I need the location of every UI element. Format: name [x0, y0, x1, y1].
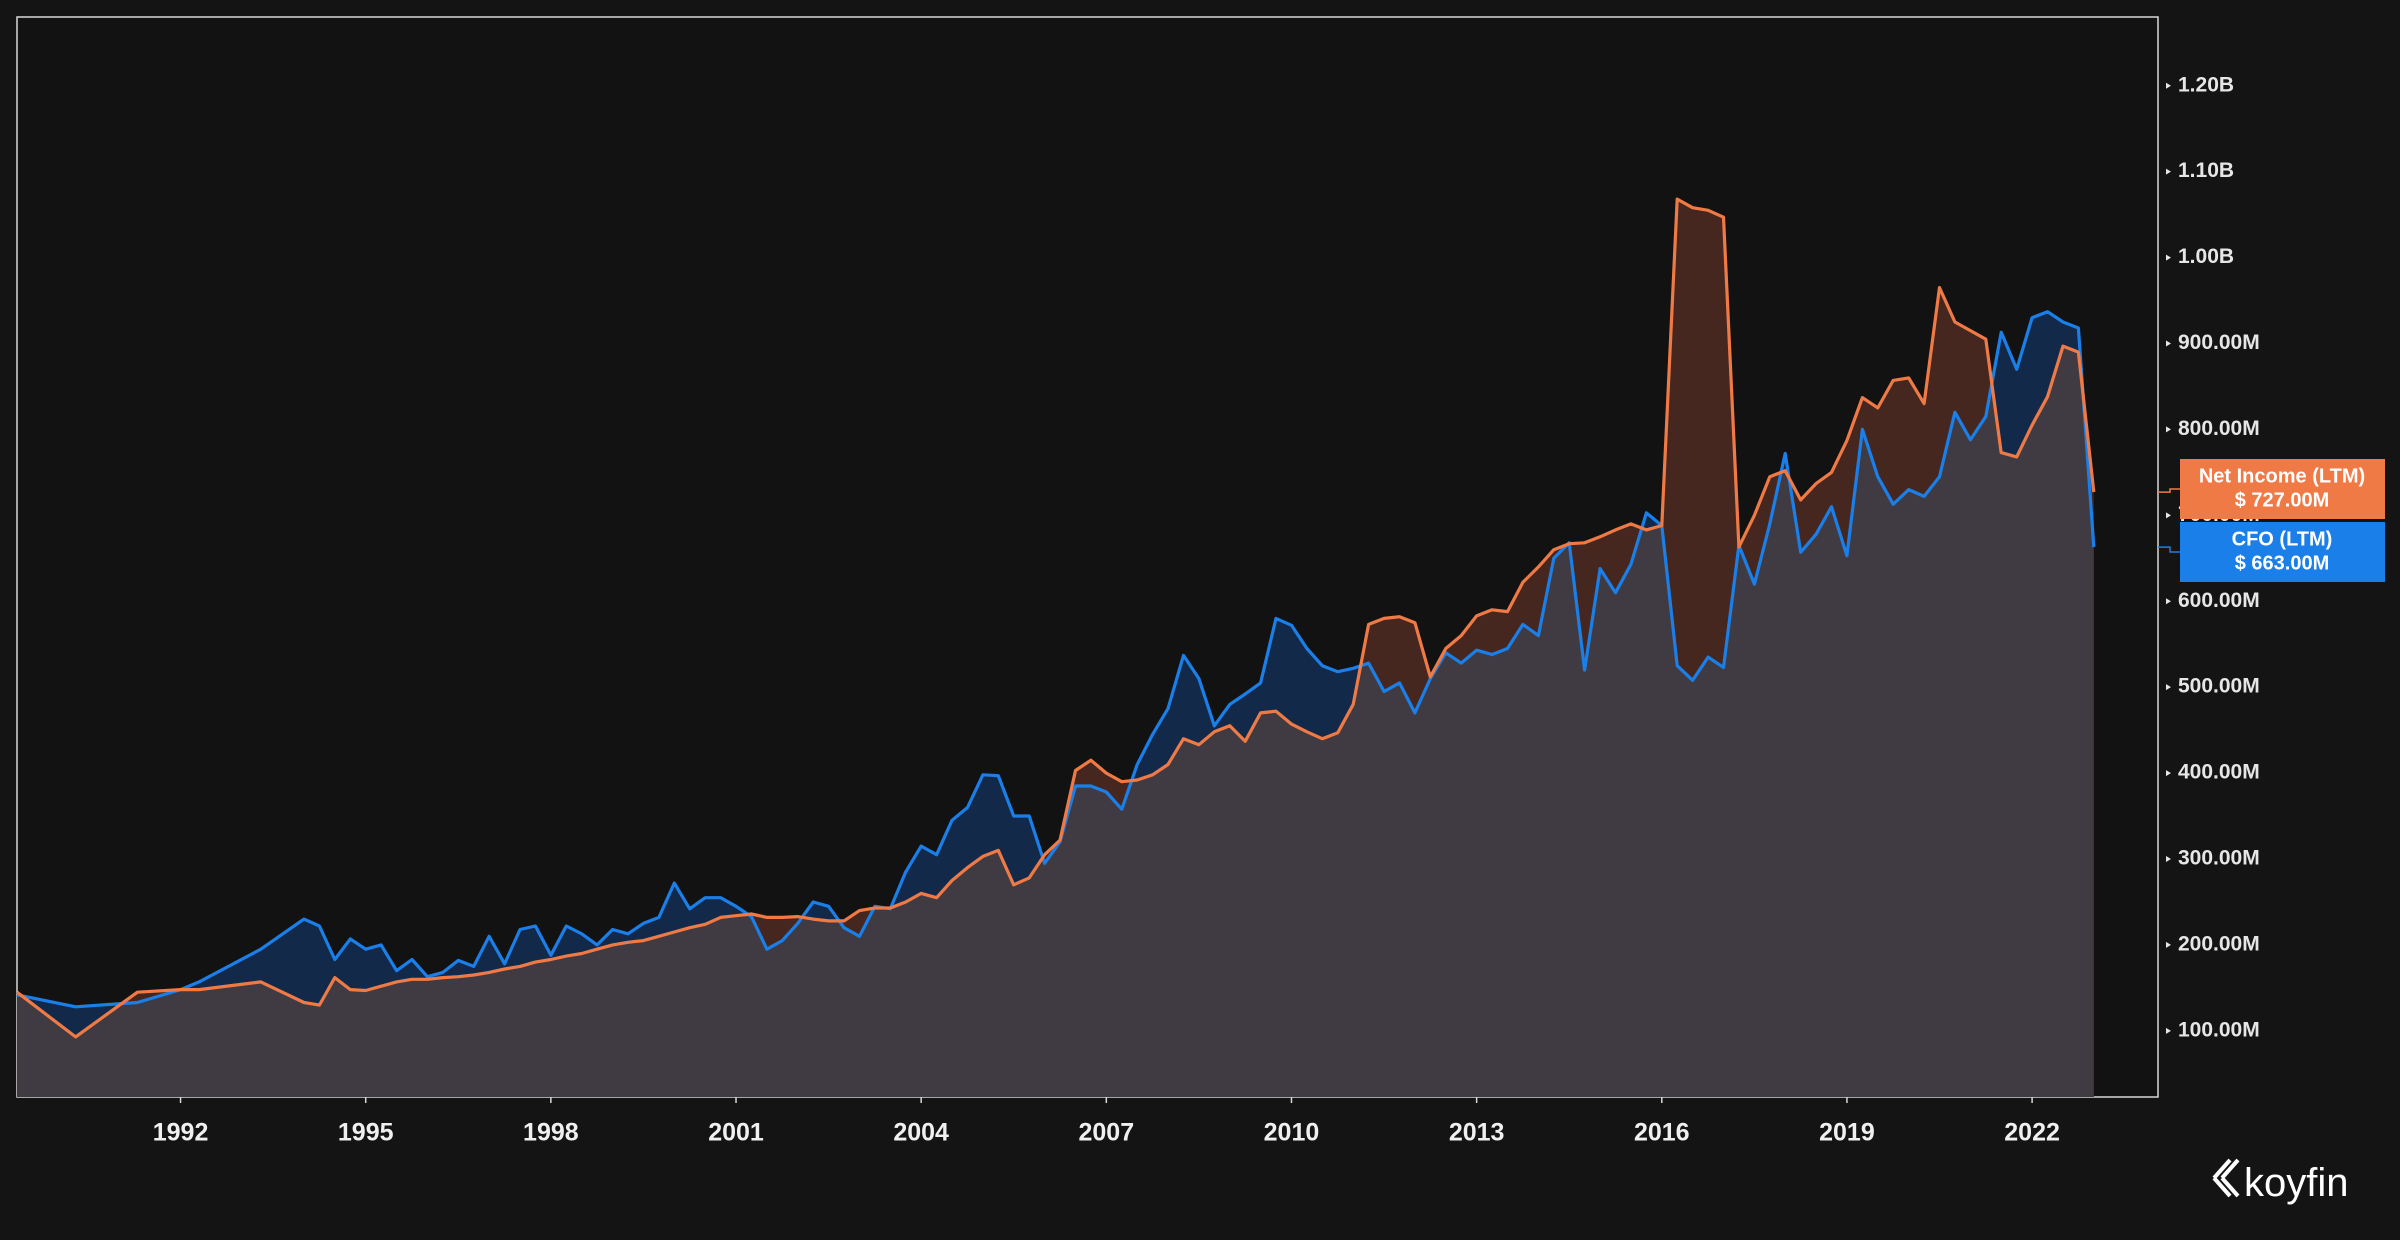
x-tick-label: 2013: [1449, 1119, 1505, 1147]
line: [16, 310, 2096, 1009]
x-tick-label: 2016: [1634, 1119, 1690, 1147]
y-tick-label: 100.00M: [2178, 1018, 2260, 1041]
x-tick-label: 1995: [338, 1119, 394, 1147]
legend-value: $ 727.00M: [2235, 489, 2330, 511]
y-tick-label: 800.00M: [2178, 417, 2260, 440]
y-tick-mark: [2166, 340, 2171, 347]
x-tick-label: 1998: [523, 1119, 579, 1147]
line: [16, 197, 2096, 1039]
x-tick-label: 2019: [1819, 1119, 1875, 1147]
y-tick-mark: [2166, 82, 2171, 89]
logo-text: koyfin: [2244, 1161, 2349, 1205]
logo-icon: [2212, 1158, 2240, 1198]
y-tick-mark: [2166, 1027, 2171, 1034]
y-tick-mark: [2166, 426, 2171, 433]
legend-item: Net Income (LTM)$ 727.00M: [2158, 459, 2385, 519]
x-tick-label: 2007: [1079, 1119, 1135, 1147]
y-tick-label: 500.00M: [2178, 675, 2260, 698]
y-tick-label: 600.00M: [2178, 589, 2260, 612]
legend-label: Net Income (LTM): [2199, 465, 2365, 487]
legend-item: CFO (LTM)$ 663.00M: [2158, 522, 2385, 582]
x-tick-label: 2001: [708, 1119, 764, 1147]
y-tick-label: 1.10B: [2178, 159, 2234, 182]
x-tick-label: 1992: [153, 1119, 209, 1147]
y-tick-mark: [2166, 856, 2171, 863]
legend-label: CFO (LTM): [2232, 528, 2333, 550]
y-tick-mark: [2166, 512, 2171, 519]
y-tick-mark: [2166, 598, 2171, 605]
x-tick-label: 2022: [2004, 1119, 2060, 1147]
y-tick-label: 900.00M: [2178, 331, 2260, 354]
overlap-area: [17, 311, 2094, 1097]
y-tick-mark: [2166, 941, 2171, 948]
y-tick-label: 300.00M: [2178, 847, 2260, 870]
y-tick-mark: [2166, 770, 2171, 777]
legend-connector: [2158, 488, 2180, 493]
y-tick-mark: [2166, 168, 2171, 175]
x-tick-label: 2004: [893, 1119, 949, 1147]
legend-value: $ 663.00M: [2235, 552, 2330, 574]
y-tick-label: 400.00M: [2178, 761, 2260, 784]
legend-box: [2180, 522, 2385, 582]
y-tick-label: 1.20B: [2178, 73, 2234, 96]
legend-box: [2180, 459, 2385, 519]
y-tick-mark: [2166, 684, 2171, 691]
y-tick-mark: [2166, 254, 2171, 261]
watermark: koyfin: [2212, 1158, 2349, 1205]
legend-connector: [2158, 546, 2180, 553]
x-tick-label: 2010: [1264, 1119, 1320, 1147]
y-tick-label: 200.00M: [2178, 932, 2260, 955]
y-tick-label: 1.00B: [2178, 245, 2234, 268]
